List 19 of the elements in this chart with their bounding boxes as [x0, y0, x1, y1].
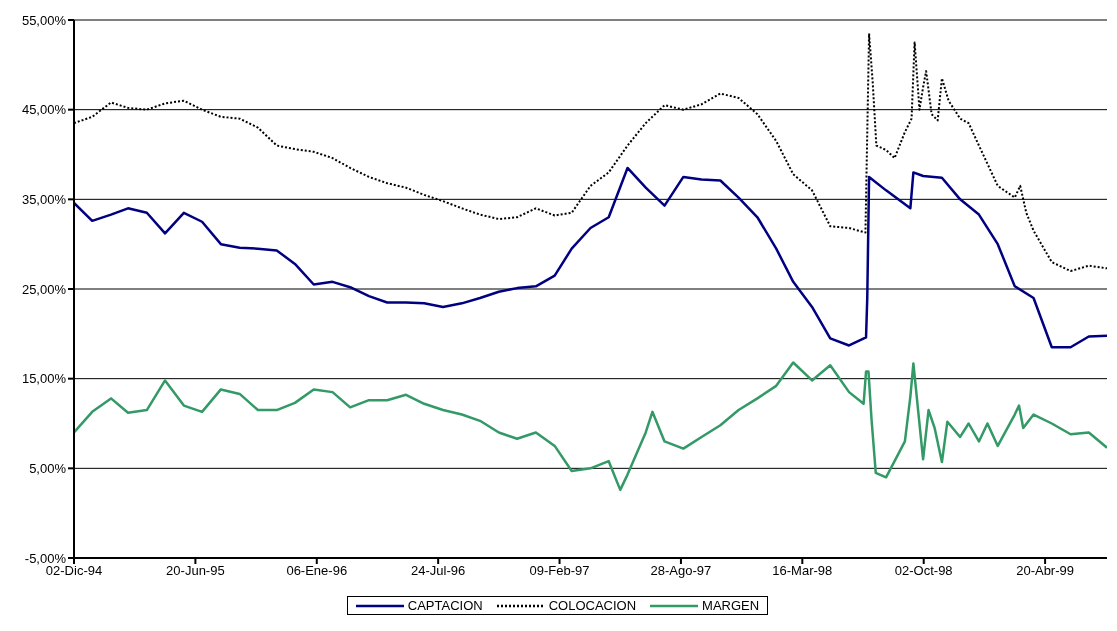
legend-label: MARGEN — [702, 598, 760, 613]
y-tick-label: 45,00% — [21, 102, 67, 118]
x-tick-label: 20-Jun-95 — [166, 563, 225, 579]
x-tick-label: 02-Oct-98 — [894, 563, 953, 579]
y-tick-label: 55,00% — [21, 12, 67, 28]
x-tick-label: 09-Feb-97 — [529, 563, 590, 579]
y-tick-label: 5,00% — [29, 460, 67, 476]
x-tick-label: 16-Mar-98 — [772, 563, 833, 579]
legend-label: COLOCACION — [548, 598, 637, 613]
x-tick-label: 28-Ago-97 — [650, 563, 712, 579]
y-tick-label: 15,00% — [21, 371, 67, 387]
x-tick-label: 20-Abr-99 — [1016, 563, 1074, 579]
y-tick-label: 35,00% — [21, 191, 67, 207]
x-tick-label: 02-Dic-94 — [45, 563, 103, 579]
y-tick-label: 25,00% — [21, 281, 67, 297]
y-tick-label: -5,00% — [24, 550, 67, 566]
x-tick-label: 24-Jul-96 — [411, 563, 466, 579]
x-tick-label: 06-Ene-96 — [286, 563, 348, 579]
legend-label: CAPTACION — [407, 598, 483, 613]
